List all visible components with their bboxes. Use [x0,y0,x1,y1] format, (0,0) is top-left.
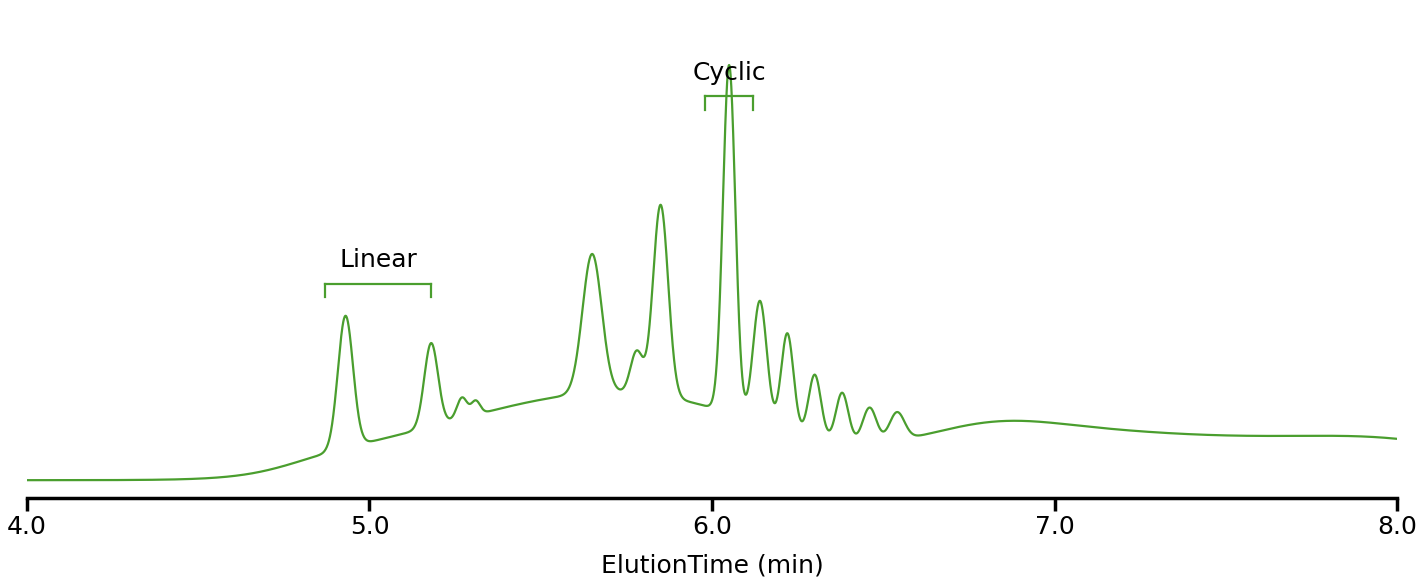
X-axis label: ElutionTime (min): ElutionTime (min) [601,553,823,577]
Text: Cyclic: Cyclic [692,61,766,85]
Text: Linear: Linear [339,248,417,273]
